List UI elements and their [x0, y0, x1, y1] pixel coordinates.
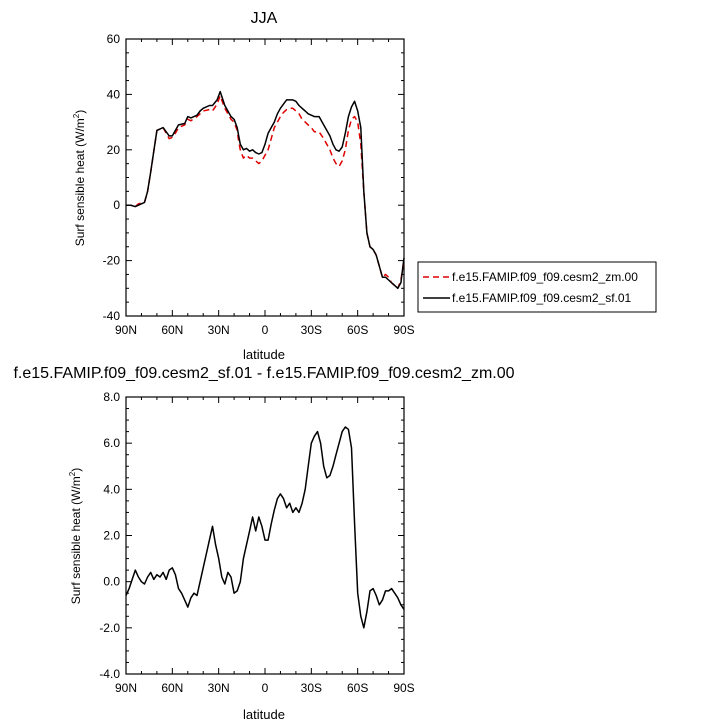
legend-label-zm00: f.e15.FAMIP.f09_f09.cesm2_zm.00	[452, 270, 638, 284]
top-x-tick-label: 30N	[208, 323, 230, 337]
bottom-panel: f.e15.FAMIP.f09_f09.cesm2_sf.01 - f.e15.…	[13, 365, 514, 722]
bottom-x-tick-label: 90S	[393, 681, 414, 695]
bottom-chart-title: f.e15.FAMIP.f09_f09.cesm2_sf.01 - f.e15.…	[13, 365, 514, 382]
top-ticks: 90N 60N 30N 0 30S 60S 90S 60 40 20 0 -20 -40	[103, 32, 415, 337]
bottom-plot-frame	[125, 396, 405, 675]
legend: f.e15.FAMIP.f09_f09.cesm2_zm.00 f.e15.FA…	[417, 261, 657, 313]
bottom-ticks: 90N 60N 30N 0 30S 60S 90S 8.0 6.0 4.0 2.0 0.0 -2.0 -4…	[99, 390, 414, 695]
bottom-x-axis-label: latitude	[243, 707, 285, 722]
top-y-axis-label-main: Surf sensible heat (W/m	[73, 118, 87, 246]
top-series-line-1	[126, 95, 405, 290]
top-x-tick-label: 90N	[115, 323, 137, 337]
bottom-series-line-1	[125, 426, 405, 629]
top-x-tick-label: 90S	[393, 323, 414, 337]
bottom-y-tick-label: 2.0	[103, 529, 120, 543]
top-x-tick-label: 30S	[301, 323, 322, 337]
top-x-axis-label: latitude	[243, 347, 285, 362]
bottom-x-tick-label: 30N	[208, 681, 230, 695]
bottom-series-lines	[125, 426, 405, 629]
bottom-y-tick-label: 4.0	[103, 482, 120, 496]
bottom-y-axis-label-main: Surf sensible heat (W/m	[69, 476, 83, 604]
bottom-x-tick-label: 60S	[347, 681, 368, 695]
bottom-y-axis-label-close: )	[69, 468, 83, 472]
legend-box	[417, 261, 657, 313]
bottom-x-tick-label: 60N	[161, 681, 183, 695]
bottom-x-tick-label: 0	[262, 681, 269, 695]
top-chart-title: JJA	[251, 10, 278, 27]
top-y-axis-label: Surf sensible heat (W/m2)	[72, 110, 87, 247]
top-x-tick-label: 60S	[347, 323, 368, 337]
top-y-tick-label: -40	[103, 309, 121, 323]
top-series-line-2	[126, 90, 405, 290]
legend-label-sf01: f.e15.FAMIP.f09_f09.cesm2_sf.01	[452, 291, 632, 305]
top-x-tick-label: 60N	[161, 323, 183, 337]
bottom-y-tick-label: -4.0	[99, 667, 120, 681]
bottom-y-tick-label: -2.0	[99, 621, 120, 635]
top-x-tick-label: 0	[262, 323, 269, 337]
top-y-tick-label: -20	[103, 254, 121, 268]
top-y-axis-label-sup: 2	[72, 113, 81, 118]
bottom-y-tick-label: 6.0	[103, 436, 120, 450]
top-y-tick-label: 60	[107, 32, 121, 46]
top-panel: JJA 90N 60N 30N 0 30S 60S 90S 60 40 20 0 -20 -40 lat…	[72, 10, 415, 362]
top-y-tick-label: 0	[113, 198, 120, 212]
bottom-y-axis-label: Surf sensible heat (W/m2)	[68, 468, 83, 605]
bottom-x-tick-label: 90N	[115, 681, 137, 695]
top-y-tick-label: 20	[107, 143, 121, 157]
bottom-x-tick-label: 30S	[301, 681, 322, 695]
bottom-y-tick-label: 8.0	[103, 390, 120, 404]
bottom-y-axis-label-sup: 2	[68, 471, 77, 476]
top-series-lines	[126, 90, 405, 290]
bottom-y-tick-label: 0.0	[103, 575, 120, 589]
top-y-axis-label-close: )	[73, 110, 87, 114]
top-y-tick-label: 40	[107, 87, 121, 101]
